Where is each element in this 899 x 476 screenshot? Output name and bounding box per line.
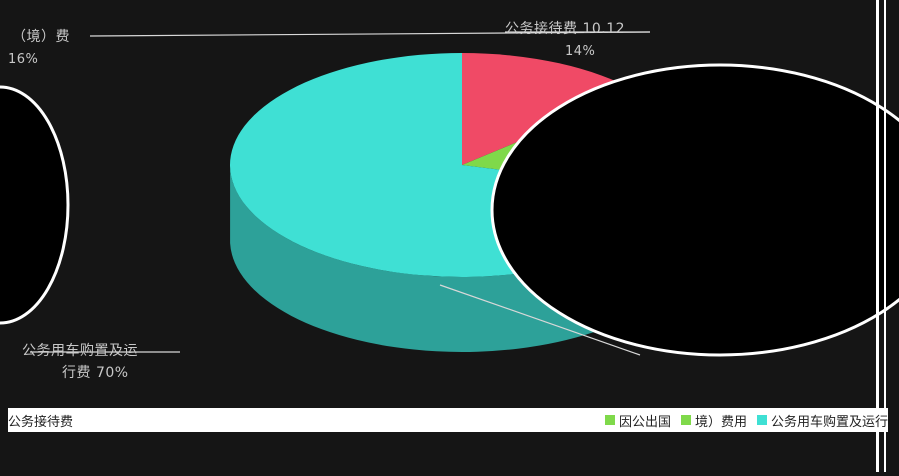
- legend-item[interactable]: 因公出国: [604, 411, 671, 430]
- legend-item[interactable]: 公务接待费: [8, 414, 74, 430]
- legend-swatch: [680, 415, 691, 425]
- label-vehicles: 公务用车购置及运: [22, 343, 138, 359]
- label-overseas-percent: 16%: [8, 52, 39, 67]
- pie-slice-0: [462, 53, 638, 165]
- label-receptions: 公务接待费 10.12: [505, 21, 626, 37]
- edge-line: [884, 0, 886, 472]
- label-overseas: （境）费: [12, 29, 70, 45]
- artifact-ellipse-right: [490, 63, 899, 357]
- legend-item[interactable]: 境）费用: [680, 411, 747, 430]
- legend-swatch: [756, 415, 767, 425]
- legend-item[interactable]: 公务用车购置及运行: [756, 411, 888, 430]
- artifact-ellipse-left: [0, 85, 70, 325]
- chart-legend: 公务接待费 因公出国 境）费用 公务用车购置及运行: [8, 408, 888, 432]
- label-vehicles-line2: 行费 70%: [62, 365, 129, 381]
- legend-swatch: [604, 415, 615, 425]
- edge-line: [876, 0, 879, 472]
- label-receptions-percent: 14%: [565, 44, 596, 59]
- leader-line-2: [439, 284, 641, 356]
- leader-line-0: [89, 31, 651, 37]
